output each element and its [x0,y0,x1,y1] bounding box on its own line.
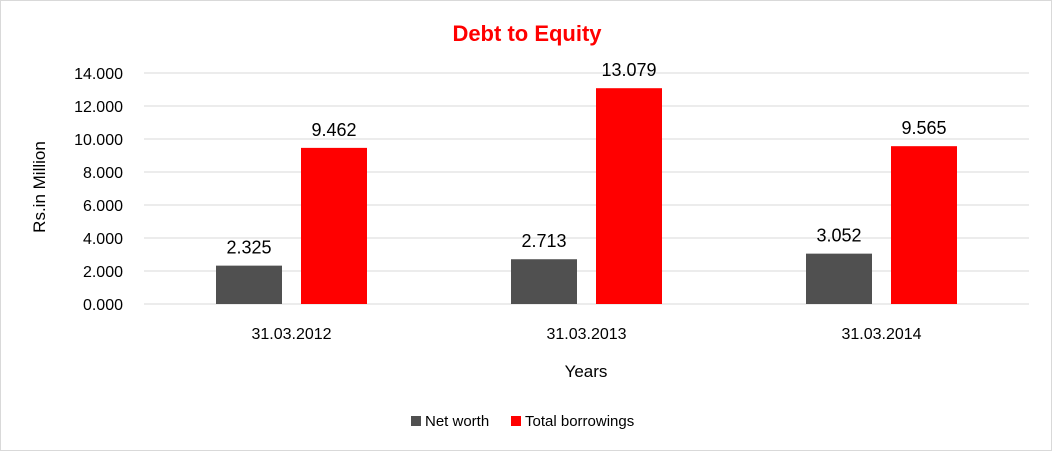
y-tick-label: 10.000 [74,132,123,149]
data-label: 2.713 [521,231,566,251]
y-tick-label: 14.000 [74,66,123,83]
x-tick-label: 31.03.2012 [251,326,331,343]
bars [216,88,957,304]
y-tick-label: 8.000 [83,165,123,182]
y-axis-ticks: 0.000 2.000 4.000 6.000 8.000 10.000 12.000 14.… [74,66,123,314]
legend: Net worth Total borrowings [411,413,634,430]
data-label: 9.565 [901,118,946,138]
x-axis-ticks: 31.03.2012 31.03.2013 31.03.2014 [251,326,921,343]
y-axis-title: Rs.in Million [30,141,49,233]
bar-net-worth [216,265,282,304]
data-label: 9.462 [311,120,356,140]
y-tick-label: 6.000 [83,198,123,215]
y-tick-label: 4.000 [83,231,123,248]
bar-total-borrowings [301,147,367,304]
legend-label: Total borrowings [525,413,634,430]
x-tick-label: 31.03.2013 [546,326,626,343]
data-labels: 2.325 9.462 2.713 13.079 3.052 9.565 [226,60,946,257]
y-tick-label: 2.000 [83,264,123,281]
bar-net-worth [511,259,577,304]
bar-total-borrowings [596,88,662,304]
data-label: 13.079 [601,60,656,80]
legend-swatch [511,416,521,426]
y-tick-label: 12.000 [74,99,123,116]
chart-title: Debt to Equity [452,21,602,46]
legend-swatch [411,416,421,426]
bar-total-borrowings [891,146,957,304]
data-label: 2.325 [226,238,271,258]
x-axis-title: Years [565,362,608,381]
gridlines [144,72,1029,305]
bar-net-worth [806,253,872,304]
legend-label: Net worth [425,413,489,430]
x-tick-label: 31.03.2014 [841,326,921,343]
y-tick-label: 0.000 [83,297,123,314]
data-label: 3.052 [816,226,861,246]
